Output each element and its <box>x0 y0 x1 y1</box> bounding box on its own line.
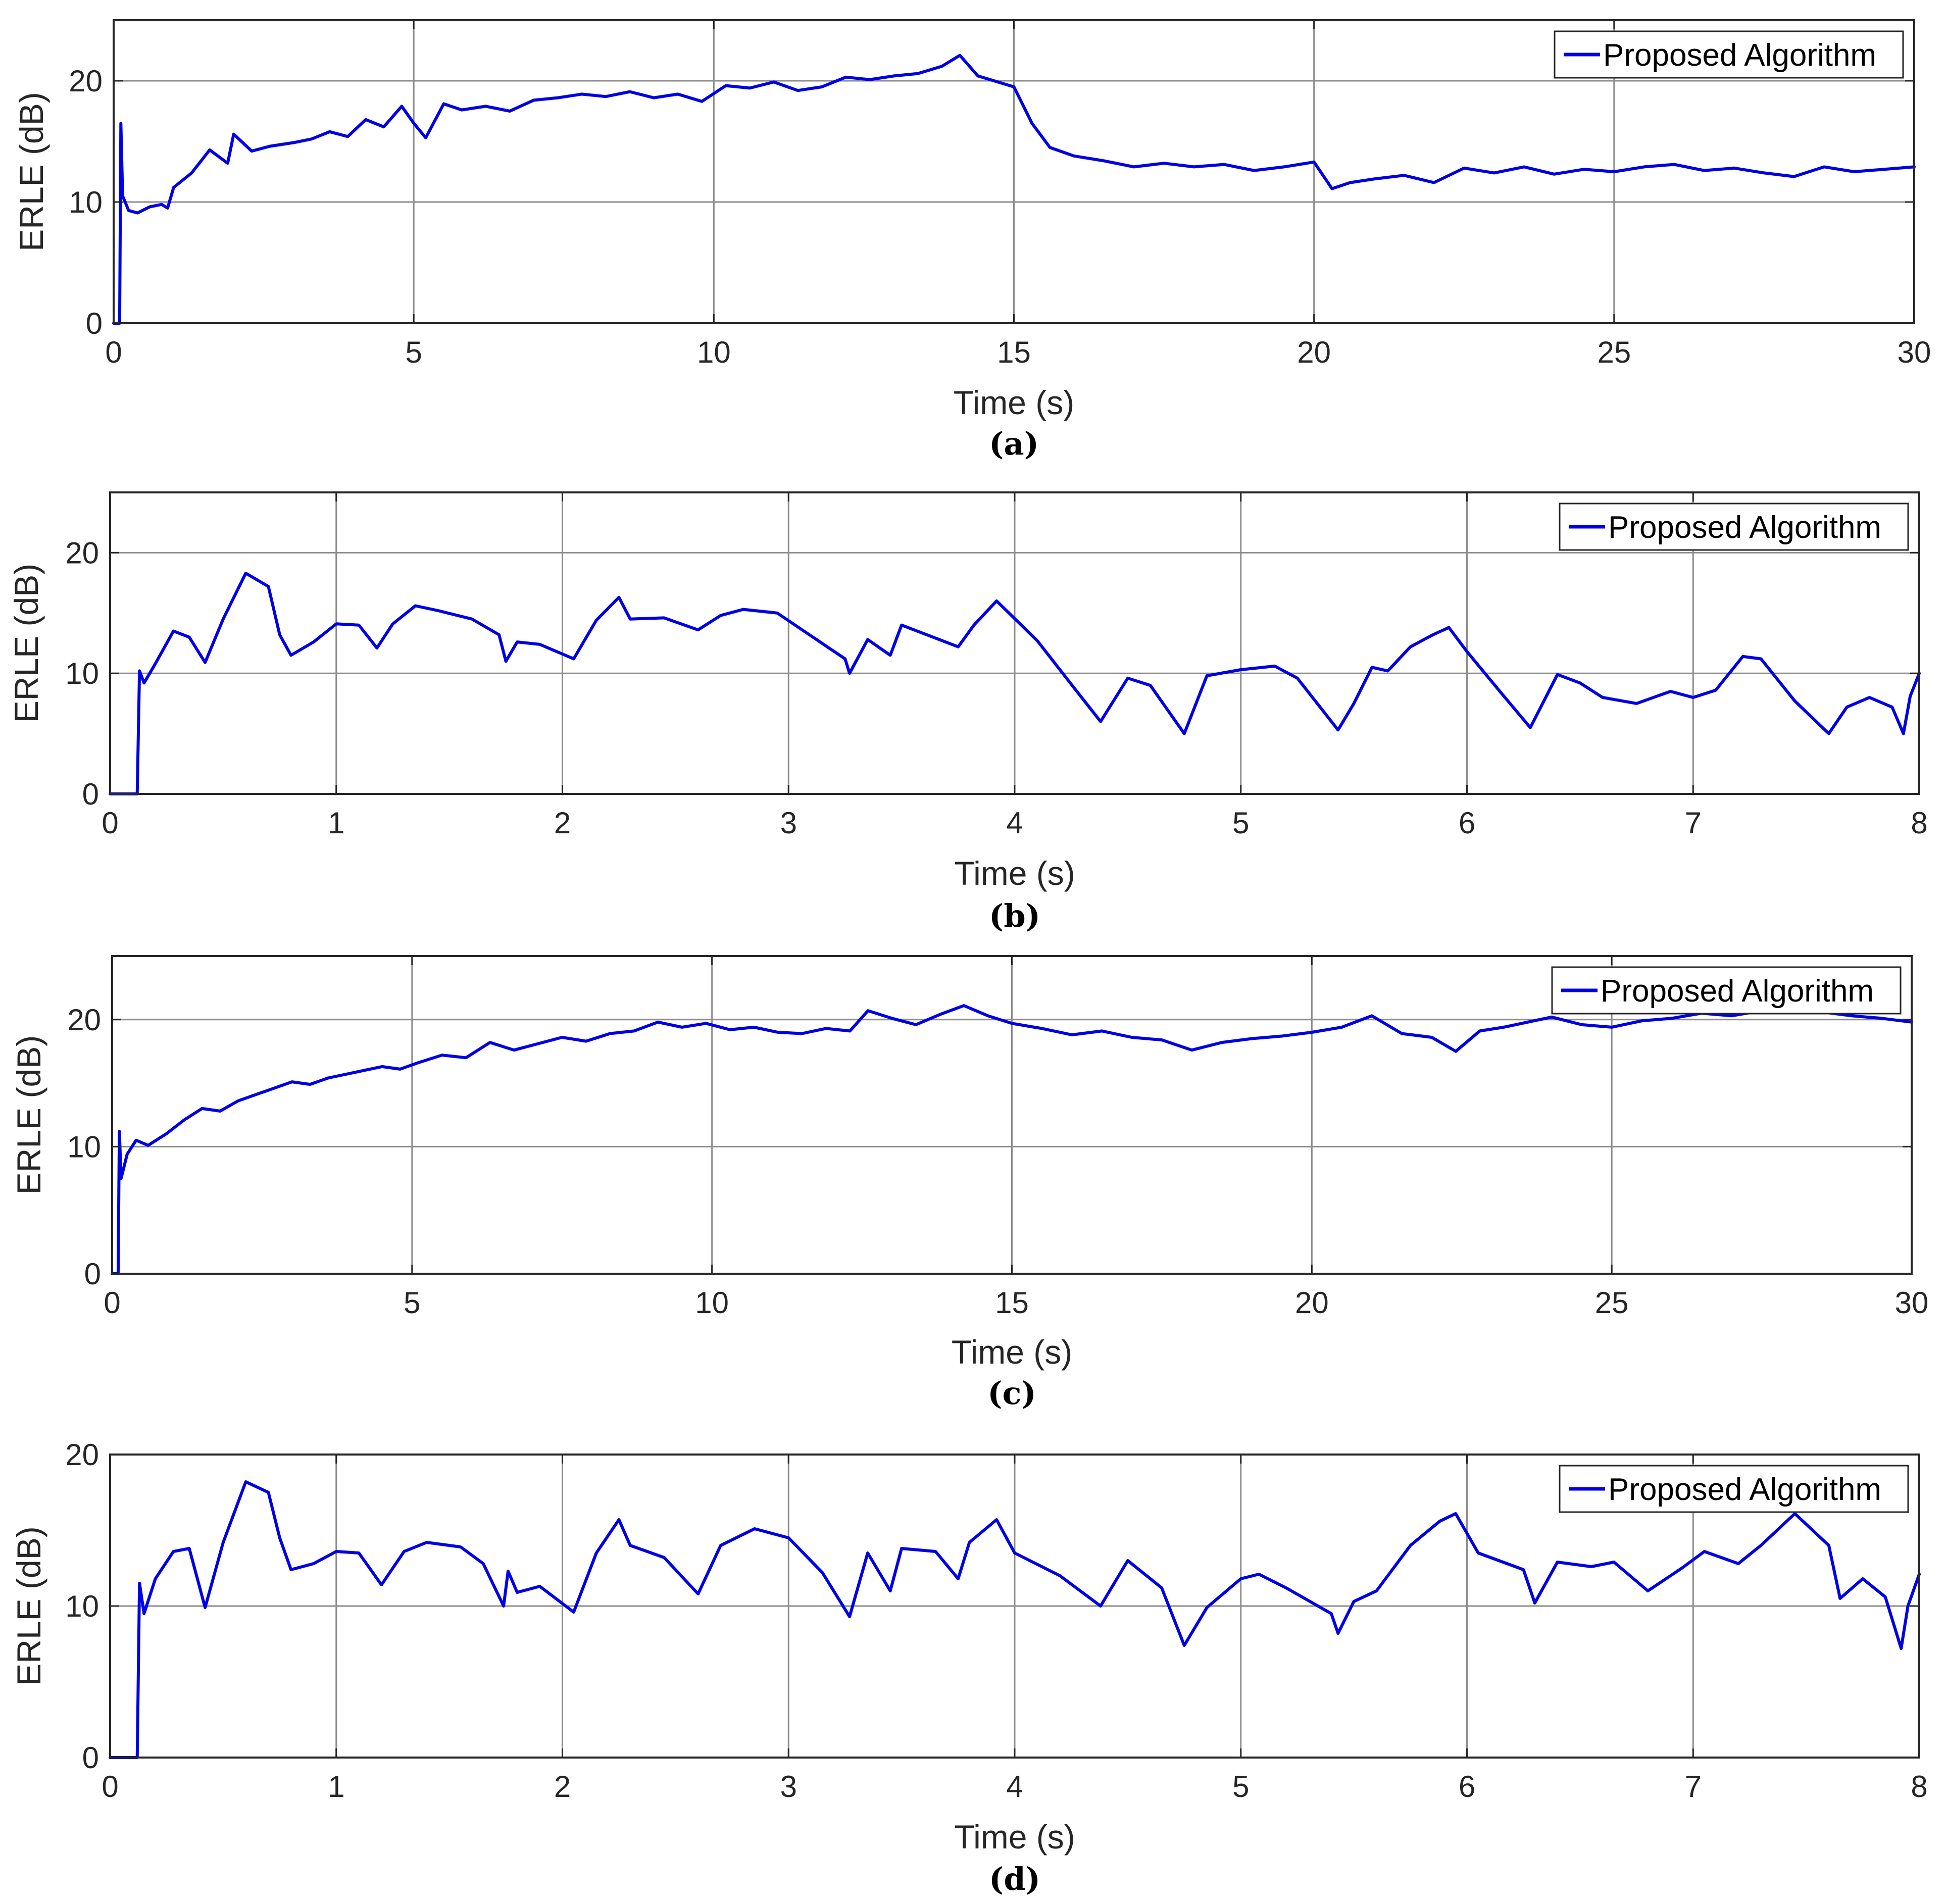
y-tick-label: 0 <box>82 777 99 811</box>
x-tick-label: 0 <box>104 1286 120 1320</box>
x-tick-label: 20 <box>1297 335 1331 369</box>
y-tick-label: 20 <box>69 64 103 98</box>
legend-label: Proposed Algorithm <box>1603 38 1876 73</box>
x-tick-label: 15 <box>997 335 1031 369</box>
y-tick-label: 10 <box>65 1589 99 1623</box>
x-tick-label: 30 <box>1898 335 1931 369</box>
panel-label: (d) <box>989 1861 1040 1897</box>
chart-panel-c: 0 5 10 15 20 25 30 0 10 20 Time (s) ERLE (dB) (c) Pro… <box>10 955 1929 1412</box>
legend: Proposed Algorithm <box>1554 30 1904 79</box>
x-axis-label: Time (s) <box>954 1818 1075 1856</box>
x-tick-label: 2 <box>554 806 571 840</box>
x-axis-label: Time (s) <box>954 855 1075 892</box>
x-tick-label: 30 <box>1895 1286 1929 1320</box>
x-tick-label: 5 <box>1232 1770 1249 1803</box>
series-line-0 <box>109 572 1921 795</box>
y-tick-label: 0 <box>84 1257 101 1291</box>
x-tick-label: 4 <box>1006 806 1023 840</box>
chart-panel-b: 0 1 2 3 4 5 6 7 8 0 10 20 Time (s) ERLE (dB) (b) Propos… <box>8 491 1928 934</box>
y-axis-label: ERLE (dB) <box>10 1526 47 1685</box>
legend: Proposed Algorithm <box>1551 966 1902 1015</box>
y-tick-label: 10 <box>65 657 99 690</box>
chart-panel-a: 0 5 10 15 20 25 30 0 10 20 Time (s) ERLE (dB) (a) Pro… <box>13 19 1931 462</box>
x-tick-label: 25 <box>1597 335 1631 369</box>
y-tick-label: 20 <box>65 1438 99 1472</box>
x-tick-label: 25 <box>1595 1286 1629 1320</box>
legend-label: Proposed Algorithm <box>1601 974 1874 1009</box>
x-tick-label: 6 <box>1459 806 1475 840</box>
legend-label: Proposed Algorithm <box>1608 1472 1881 1507</box>
x-tick-label: 20 <box>1295 1286 1329 1320</box>
y-tick-label: 10 <box>67 1130 101 1164</box>
series-line-0 <box>111 1004 1913 1275</box>
y-axis-label: ERLE (dB) <box>13 92 50 251</box>
panel-label: (c) <box>987 1375 1036 1412</box>
legend-box <box>1559 503 1909 551</box>
y-axis-label: ERLE (dB) <box>10 1035 47 1194</box>
legend: Proposed Algorithm <box>1559 503 1909 551</box>
y-axis-label: ERLE (dB) <box>8 564 45 723</box>
x-tick-label: 2 <box>554 1770 571 1803</box>
y-tick-label: 0 <box>82 1741 99 1775</box>
y-tick-label: 20 <box>67 1003 101 1037</box>
x-tick-label: 0 <box>102 806 118 840</box>
y-tick-label: 20 <box>65 536 99 570</box>
legend: Proposed Algorithm <box>1559 1465 1909 1513</box>
x-tick-label: 5 <box>1232 806 1249 840</box>
x-axis-label: Time (s) <box>952 1333 1073 1371</box>
x-tick-label: 15 <box>995 1286 1029 1320</box>
x-tick-label: 8 <box>1911 1770 1927 1803</box>
x-tick-label: 7 <box>1685 1770 1702 1803</box>
legend-box <box>1551 966 1902 1015</box>
x-tick-label: 3 <box>780 806 797 840</box>
x-tick-label: 4 <box>1006 1770 1023 1803</box>
x-tick-label: 5 <box>404 1286 420 1320</box>
x-tick-label: 0 <box>102 1770 118 1803</box>
x-tick-label: 0 <box>105 335 122 369</box>
y-tick-label: 0 <box>86 307 103 340</box>
x-tick-label: 6 <box>1459 1770 1475 1803</box>
x-tick-label: 1 <box>328 806 344 840</box>
x-tick-label: 5 <box>405 335 422 369</box>
x-tick-label: 1 <box>328 1770 344 1803</box>
legend-label: Proposed Algorithm <box>1608 510 1881 545</box>
x-tick-label: 3 <box>780 1770 797 1803</box>
series-line-0 <box>109 1480 1921 1759</box>
y-tick-label: 10 <box>69 185 103 219</box>
x-tick-label: 10 <box>697 335 731 369</box>
legend-box <box>1559 1465 1909 1513</box>
x-tick-label: 8 <box>1911 806 1927 840</box>
legend-box <box>1554 30 1904 79</box>
series-line-0 <box>112 54 1916 325</box>
x-tick-label: 7 <box>1685 806 1702 840</box>
x-axis-label: Time (s) <box>954 384 1075 421</box>
x-tick-label: 10 <box>695 1286 729 1320</box>
panel-label: (a) <box>989 425 1039 462</box>
chart-panel-d: 0 1 2 3 4 5 6 7 8 0 10 20 Time (s) ERLE (dB) (d) Propos… <box>10 1438 1928 1897</box>
panel-label: (b) <box>989 897 1040 934</box>
